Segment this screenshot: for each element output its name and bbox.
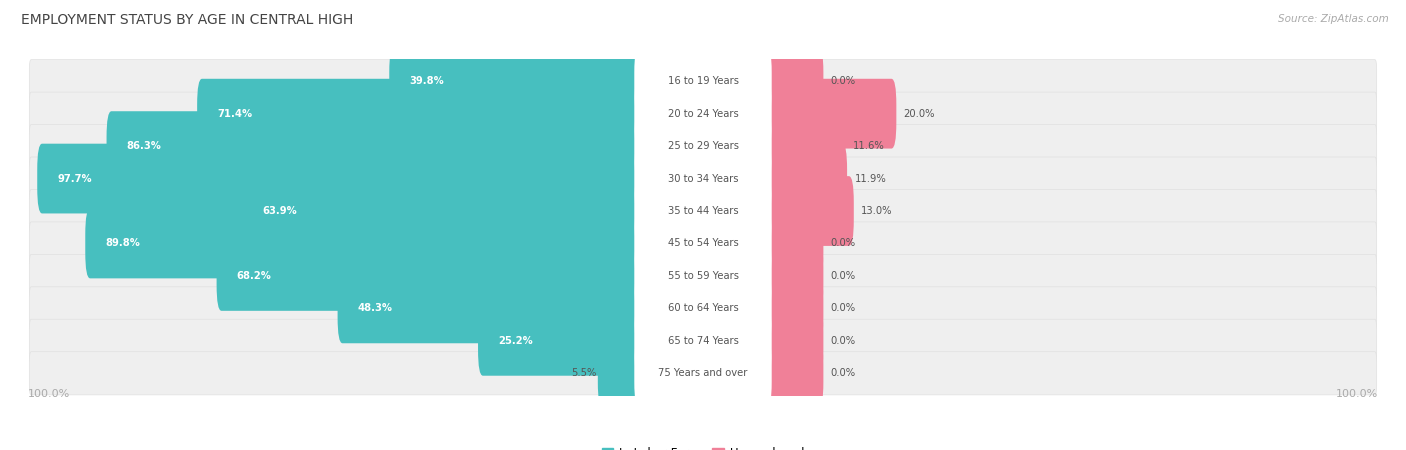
FancyBboxPatch shape [243, 176, 641, 246]
Text: 0.0%: 0.0% [831, 238, 856, 248]
Text: 45 to 54 Years: 45 to 54 Years [668, 238, 738, 248]
FancyBboxPatch shape [634, 209, 772, 279]
FancyBboxPatch shape [30, 222, 1376, 265]
Text: 20 to 24 Years: 20 to 24 Years [668, 108, 738, 119]
Text: 100.0%: 100.0% [1336, 389, 1378, 400]
Text: 48.3%: 48.3% [357, 303, 392, 313]
Text: 39.8%: 39.8% [409, 76, 444, 86]
FancyBboxPatch shape [86, 209, 641, 279]
FancyBboxPatch shape [30, 157, 1376, 200]
Text: 25.2%: 25.2% [498, 336, 533, 346]
Text: 100.0%: 100.0% [28, 389, 70, 400]
FancyBboxPatch shape [30, 319, 1376, 362]
FancyBboxPatch shape [634, 241, 772, 311]
FancyBboxPatch shape [765, 111, 845, 181]
FancyBboxPatch shape [634, 338, 772, 408]
Text: 89.8%: 89.8% [105, 238, 141, 248]
Text: 71.4%: 71.4% [217, 108, 252, 119]
Legend: In Labor Force, Unemployed: In Labor Force, Unemployed [598, 442, 808, 450]
FancyBboxPatch shape [107, 111, 641, 181]
FancyBboxPatch shape [30, 125, 1376, 168]
FancyBboxPatch shape [30, 254, 1376, 297]
Text: 68.2%: 68.2% [236, 271, 271, 281]
FancyBboxPatch shape [634, 46, 772, 116]
FancyBboxPatch shape [389, 46, 641, 116]
FancyBboxPatch shape [765, 274, 824, 343]
Text: 25 to 29 Years: 25 to 29 Years [668, 141, 738, 151]
Text: 0.0%: 0.0% [831, 76, 856, 86]
FancyBboxPatch shape [634, 79, 772, 148]
FancyBboxPatch shape [30, 287, 1376, 330]
Text: 55 to 59 Years: 55 to 59 Years [668, 271, 738, 281]
FancyBboxPatch shape [337, 274, 641, 343]
Text: EMPLOYMENT STATUS BY AGE IN CENTRAL HIGH: EMPLOYMENT STATUS BY AGE IN CENTRAL HIGH [21, 14, 353, 27]
FancyBboxPatch shape [30, 189, 1376, 233]
FancyBboxPatch shape [30, 352, 1376, 395]
Text: 30 to 34 Years: 30 to 34 Years [668, 174, 738, 184]
FancyBboxPatch shape [634, 176, 772, 246]
FancyBboxPatch shape [197, 79, 641, 148]
FancyBboxPatch shape [217, 241, 641, 311]
Text: 75 Years and over: 75 Years and over [658, 368, 748, 378]
FancyBboxPatch shape [634, 274, 772, 343]
Text: 16 to 19 Years: 16 to 19 Years [668, 76, 738, 86]
Text: 0.0%: 0.0% [831, 303, 856, 313]
FancyBboxPatch shape [30, 60, 1376, 103]
Text: 11.6%: 11.6% [852, 141, 884, 151]
Text: 0.0%: 0.0% [831, 271, 856, 281]
Text: 20.0%: 20.0% [904, 108, 935, 119]
FancyBboxPatch shape [765, 209, 824, 279]
FancyBboxPatch shape [37, 144, 641, 213]
Text: 13.0%: 13.0% [860, 206, 893, 216]
FancyBboxPatch shape [634, 111, 772, 181]
FancyBboxPatch shape [765, 306, 824, 376]
Text: 86.3%: 86.3% [127, 141, 162, 151]
Text: 0.0%: 0.0% [831, 336, 856, 346]
FancyBboxPatch shape [598, 338, 641, 408]
Text: 11.9%: 11.9% [855, 174, 886, 184]
FancyBboxPatch shape [634, 144, 772, 213]
FancyBboxPatch shape [765, 338, 824, 408]
FancyBboxPatch shape [478, 306, 641, 376]
Text: 65 to 74 Years: 65 to 74 Years [668, 336, 738, 346]
Text: 60 to 64 Years: 60 to 64 Years [668, 303, 738, 313]
FancyBboxPatch shape [765, 144, 846, 213]
FancyBboxPatch shape [30, 92, 1376, 135]
Text: 5.5%: 5.5% [571, 368, 596, 378]
Text: Source: ZipAtlas.com: Source: ZipAtlas.com [1278, 14, 1389, 23]
FancyBboxPatch shape [765, 46, 824, 116]
Text: 0.0%: 0.0% [831, 368, 856, 378]
Text: 35 to 44 Years: 35 to 44 Years [668, 206, 738, 216]
FancyBboxPatch shape [634, 306, 772, 376]
FancyBboxPatch shape [765, 176, 853, 246]
FancyBboxPatch shape [765, 79, 897, 148]
Text: 63.9%: 63.9% [263, 206, 298, 216]
FancyBboxPatch shape [765, 241, 824, 311]
Text: 97.7%: 97.7% [58, 174, 91, 184]
